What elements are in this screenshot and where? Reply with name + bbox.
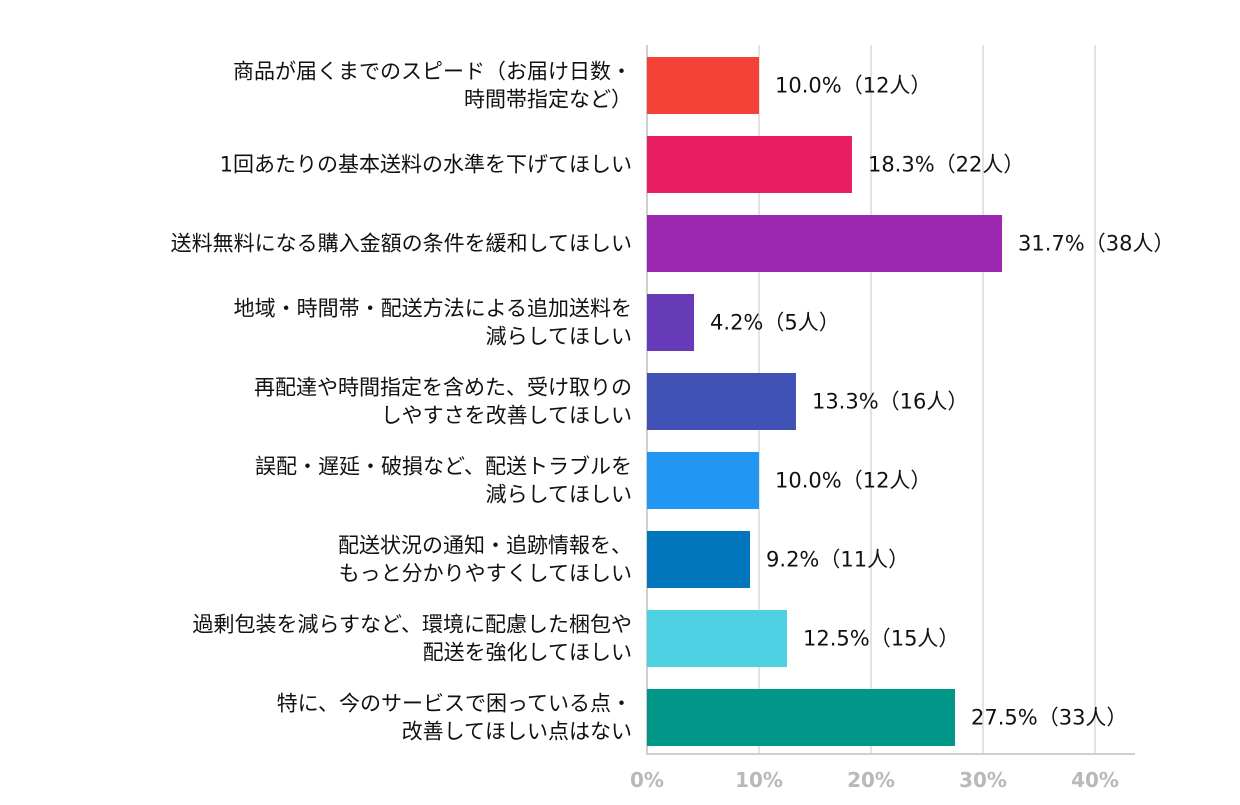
data-label-5: 13.3%（16人） — [812, 390, 968, 414]
data-label-2: 18.3%（22人） — [868, 153, 1024, 177]
category-label-line: 減らしてほしい — [486, 325, 632, 349]
data-label-3: 31.7%（38人） — [1018, 232, 1174, 256]
category-label-3: 送料無料になる購入金額の条件を緩和してほしい — [171, 232, 632, 256]
data-label-6: 10.0%（12人） — [775, 469, 931, 493]
category-label-9: 特に、今のサービスで困っている点・改善してほしい点はない — [277, 692, 632, 744]
x-tick-label-20: 20% — [847, 768, 895, 792]
data-label-7: 9.2%（11人） — [766, 548, 909, 572]
category-label-line: 過剰包装を減らすなど、環境に配慮した梱包や — [192, 613, 632, 637]
category-label-line: 送料無料になる購入金額の条件を緩和してほしい — [171, 232, 632, 256]
x-tick-label-30: 30% — [959, 768, 1007, 792]
category-label-5: 再配達や時間指定を含めた、受け取りのしやすさを改善してほしい — [254, 376, 632, 428]
category-label-6: 誤配・遅延・破損など、配送トラブルを減らしてほしい — [255, 455, 632, 507]
x-tick-label-10: 10% — [735, 768, 783, 792]
data-label-9: 27.5%（33人） — [971, 706, 1127, 730]
category-label-line: 改善してほしい点はない — [402, 720, 632, 744]
category-label-line: 再配達や時間指定を含めた、受け取りの — [254, 376, 632, 400]
category-label-line: 配送状況の通知・追跡情報を、 — [338, 534, 632, 558]
category-label-line: しやすさを改善してほしい — [381, 404, 632, 428]
data-label-4: 4.2%（5人） — [710, 311, 840, 335]
category-label-2: 1回あたりの基本送料の水準を下げてほしい — [220, 153, 632, 177]
bar-3 — [647, 215, 1003, 272]
category-label-line: 商品が届くまでのスピード（お届け日数・ — [233, 60, 632, 84]
x-axis-tick-labels: 0% 10% 20% 30% 40% — [630, 768, 1119, 792]
category-label-line: 特に、今のサービスで困っている点・ — [277, 692, 632, 716]
category-label-8: 過剰包装を減らすなど、環境に配慮した梱包や配送を強化してほしい — [192, 613, 632, 665]
category-label-line: 1回あたりの基本送料の水準を下げてほしい — [220, 153, 632, 177]
bar-2 — [647, 136, 852, 193]
bar-7 — [647, 531, 751, 588]
bar-5 — [647, 373, 796, 430]
category-label-line: 配送を強化してほしい — [423, 641, 632, 665]
bar-9 — [647, 689, 955, 746]
category-label-line: 誤配・遅延・破損など、配送トラブルを — [255, 455, 632, 479]
data-label-8: 12.5%（15人） — [803, 627, 959, 651]
category-label-line: 減らしてほしい — [486, 483, 632, 507]
bars — [647, 57, 1003, 746]
bar-4 — [647, 294, 695, 351]
category-label-4: 地域・時間帯・配送方法による追加送料を減らしてほしい — [234, 297, 632, 349]
category-label-line: もっと分かりやすくしてほしい — [339, 562, 632, 586]
data-label-1: 10.0%（12人） — [775, 74, 931, 98]
bar-6 — [647, 452, 759, 509]
category-labels: 商品が届くまでのスピード（お届け日数・時間帯指定など） 1回あたりの基本送料の水準… — [171, 60, 632, 744]
x-tick-label-40: 40% — [1071, 768, 1119, 792]
category-label-1: 商品が届くまでのスピード（お届け日数・時間帯指定など） — [233, 60, 632, 112]
category-label-7: 配送状況の通知・追跡情報を、もっと分かりやすくしてほしい — [338, 534, 632, 586]
bar-1 — [647, 57, 759, 114]
category-label-line: 地域・時間帯・配送方法による追加送料を — [234, 297, 632, 321]
x-tick-label-0: 0% — [630, 768, 664, 792]
category-label-line: 時間帯指定など） — [464, 88, 632, 112]
data-labels: 10.0%（12人） 18.3%（22人） 31.7%（38人） 4.2%（5人） 13… — [710, 74, 1174, 730]
bar-8 — [647, 610, 787, 667]
